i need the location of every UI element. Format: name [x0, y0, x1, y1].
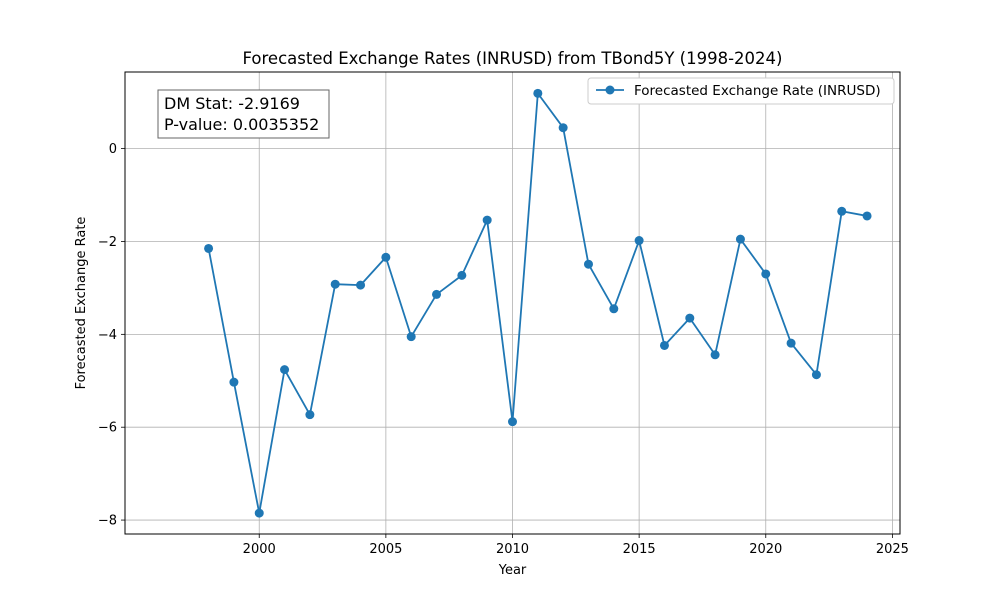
data-point	[659, 340, 669, 350]
data-point	[280, 365, 290, 375]
series-layer	[204, 88, 872, 518]
data-point	[837, 206, 847, 216]
data-point	[583, 259, 593, 269]
y-tick-label: −4	[98, 328, 117, 343]
data-point	[685, 313, 695, 323]
x-tick-label: 2015	[623, 542, 656, 557]
data-point	[204, 243, 214, 253]
data-point	[634, 236, 644, 246]
legend-frame	[587, 77, 895, 105]
data-point	[254, 508, 264, 518]
data-point	[381, 252, 391, 262]
grid	[125, 72, 900, 534]
y-tick-label: −6	[98, 421, 117, 436]
data-point	[432, 289, 442, 299]
x-axis-label: Year	[498, 563, 527, 578]
x-tick-label: 2005	[369, 542, 402, 557]
data-point	[330, 279, 340, 289]
data-point	[482, 215, 492, 225]
x-tick-label: 2020	[749, 542, 782, 557]
y-tick-label: −8	[98, 514, 117, 529]
data-point	[761, 269, 771, 279]
y-tick-label: 0	[109, 142, 117, 157]
stats-box: DM Stat: -2.9169 P-value: 0.0035352	[157, 89, 330, 139]
data-point	[533, 88, 543, 98]
legend-label: Forecasted Exchange Rate (INRUSD)	[634, 83, 881, 99]
data-point	[558, 123, 568, 133]
data-point	[356, 280, 366, 290]
data-point	[508, 417, 517, 427]
data-point	[786, 338, 796, 348]
data-point	[609, 304, 619, 314]
data-point	[406, 332, 416, 342]
data-point	[862, 211, 872, 221]
x-tick-label: 2010	[496, 542, 529, 557]
data-point	[457, 270, 467, 280]
x-tick-label: 2025	[876, 542, 909, 557]
x-tick-label: 2000	[243, 542, 276, 557]
stats-box-frame	[157, 89, 330, 139]
data-point	[710, 350, 720, 360]
data-point	[811, 370, 821, 380]
p-value-text: P-value: 0.0035352	[164, 115, 319, 134]
legend: Forecasted Exchange Rate (INRUSD)	[587, 77, 895, 105]
legend-marker	[605, 85, 615, 95]
data-point	[305, 410, 315, 420]
chart-title: Forecasted Exchange Rates (INRUSD) from …	[243, 49, 783, 68]
data-point	[229, 377, 239, 387]
ticks: 2000 2005 2010 2015 2020 2025 −8 −6 −4 −2 0	[98, 142, 909, 557]
y-tick-label: −2	[98, 235, 117, 250]
data-point	[735, 234, 745, 244]
y-axis-label: Forecasted Exchange Rate	[74, 217, 89, 390]
dm-stat-text: DM Stat: -2.9169	[164, 94, 300, 113]
